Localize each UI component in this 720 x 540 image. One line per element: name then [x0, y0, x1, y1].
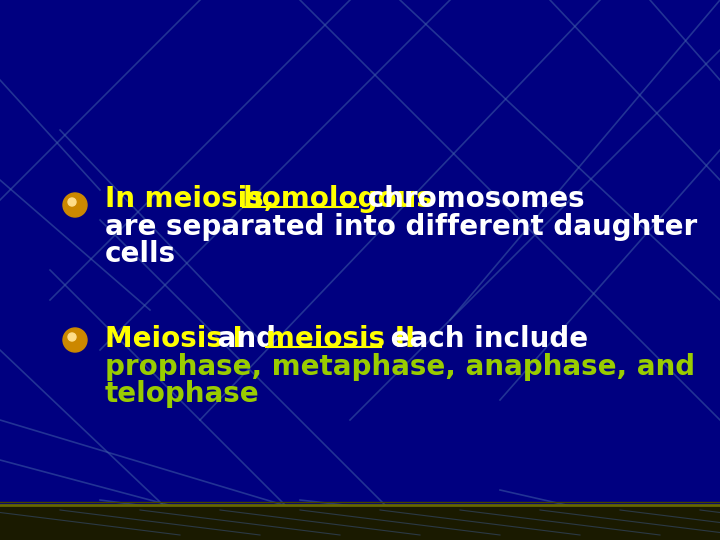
Text: Meiosis I: Meiosis I: [105, 325, 243, 353]
Text: each include: each include: [381, 325, 588, 353]
Text: and: and: [209, 325, 286, 353]
Text: are separated into different daughter: are separated into different daughter: [105, 213, 697, 241]
Circle shape: [68, 198, 76, 206]
Text: telophase: telophase: [105, 380, 260, 408]
Circle shape: [63, 193, 87, 217]
Circle shape: [68, 333, 76, 341]
Text: chromosomes: chromosomes: [358, 185, 585, 213]
Circle shape: [63, 328, 87, 352]
Text: cells: cells: [105, 240, 176, 268]
Text: homologous: homologous: [243, 185, 434, 213]
Bar: [0, 505, 720, 540]
Text: prophase, metaphase, anaphase, and: prophase, metaphase, anaphase, and: [105, 353, 695, 381]
Text: In meiosis,: In meiosis,: [105, 185, 284, 213]
Text: meiosis II: meiosis II: [266, 325, 415, 353]
